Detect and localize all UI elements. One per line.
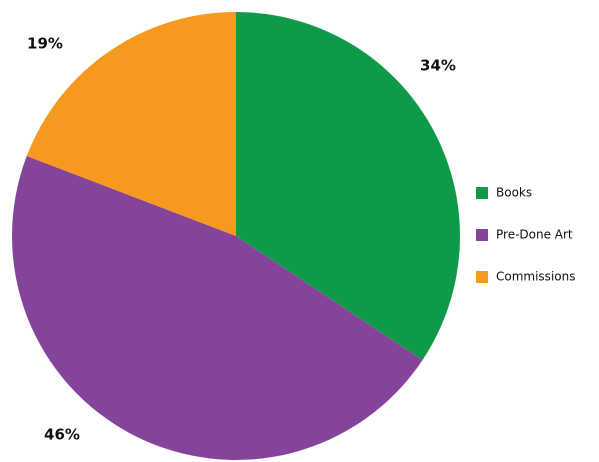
- legend-swatch: [476, 187, 488, 199]
- legend-swatch: [476, 229, 488, 241]
- legend-label: Books: [496, 186, 532, 200]
- legend-label: Commissions: [496, 270, 575, 284]
- pie-slice: [236, 12, 460, 361]
- data-label: 19%: [27, 35, 63, 53]
- pie-slice: [11, 156, 423, 461]
- legend-label: Pre-Done Art: [496, 228, 573, 242]
- legend-swatch: [476, 271, 488, 283]
- data-label: 34%: [420, 57, 456, 75]
- data-label: 46%: [44, 426, 80, 444]
- pie-slice: [26, 12, 236, 236]
